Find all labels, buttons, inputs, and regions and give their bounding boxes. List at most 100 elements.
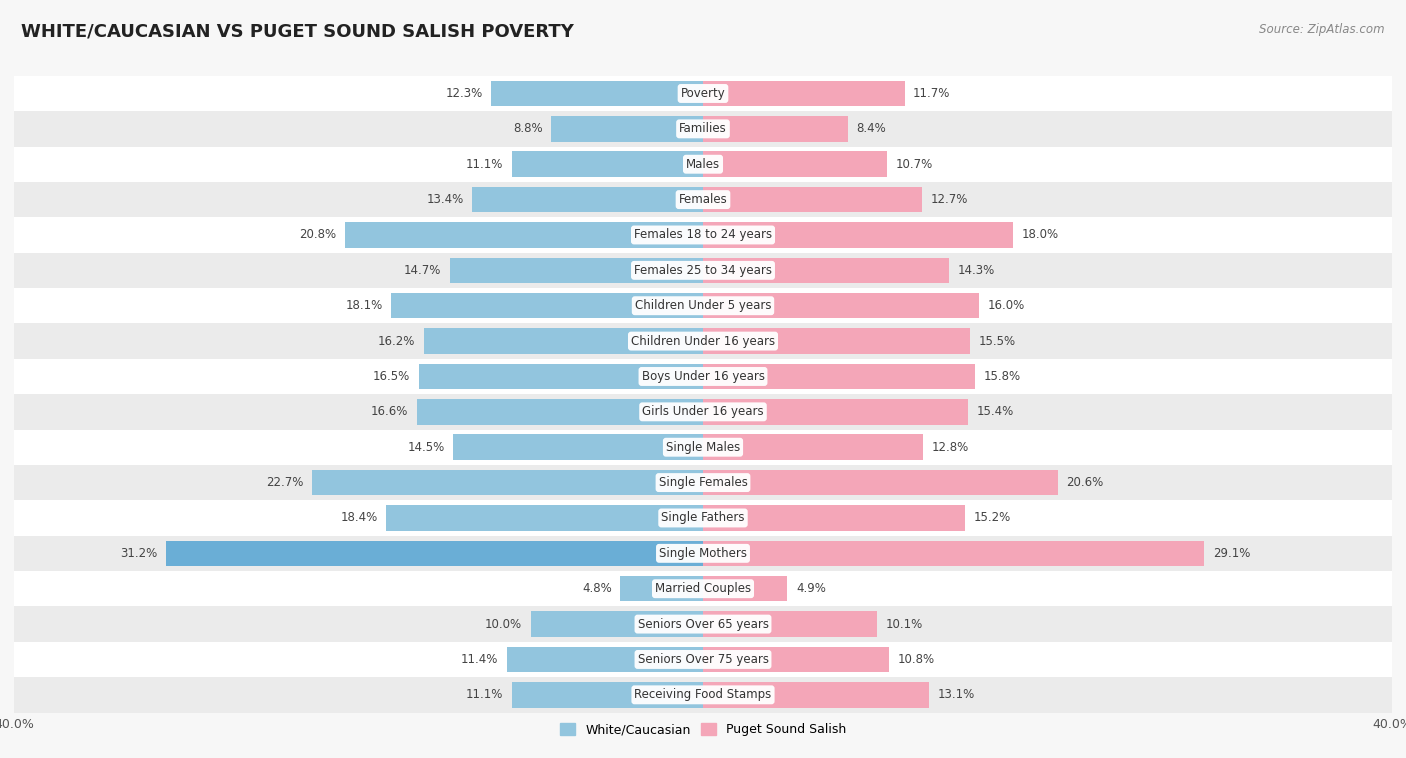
Text: 13.4%: 13.4% — [426, 193, 464, 206]
Bar — [703, 293, 979, 318]
Text: 12.8%: 12.8% — [932, 440, 969, 454]
Bar — [166, 540, 703, 566]
Text: 22.7%: 22.7% — [266, 476, 304, 489]
Text: Females: Females — [679, 193, 727, 206]
Text: 11.7%: 11.7% — [912, 87, 950, 100]
Text: 16.6%: 16.6% — [371, 406, 409, 418]
Text: 14.5%: 14.5% — [408, 440, 444, 454]
Text: 12.3%: 12.3% — [446, 87, 482, 100]
Text: 18.1%: 18.1% — [346, 299, 382, 312]
Bar — [419, 364, 703, 389]
Bar — [491, 81, 703, 106]
Text: 16.0%: 16.0% — [987, 299, 1025, 312]
Bar — [14, 465, 1392, 500]
Text: 4.8%: 4.8% — [582, 582, 612, 595]
Bar — [703, 364, 976, 389]
Text: Source: ZipAtlas.com: Source: ZipAtlas.com — [1260, 23, 1385, 36]
Text: Receiving Food Stamps: Receiving Food Stamps — [634, 688, 772, 701]
Text: Females 18 to 24 years: Females 18 to 24 years — [634, 228, 772, 242]
Bar — [703, 258, 949, 283]
Text: 15.2%: 15.2% — [973, 512, 1011, 525]
Text: 11.1%: 11.1% — [465, 158, 503, 171]
Bar — [703, 612, 877, 637]
Bar — [506, 647, 703, 672]
Bar — [551, 116, 703, 142]
Bar — [450, 258, 703, 283]
Bar — [14, 76, 1392, 111]
Text: Single Mothers: Single Mothers — [659, 547, 747, 560]
Bar — [512, 682, 703, 707]
Bar — [14, 146, 1392, 182]
Text: Poverty: Poverty — [681, 87, 725, 100]
Bar — [703, 506, 965, 531]
Bar — [14, 500, 1392, 536]
Bar — [512, 152, 703, 177]
Bar — [531, 612, 703, 637]
Bar — [14, 536, 1392, 571]
Bar — [14, 252, 1392, 288]
Text: Seniors Over 65 years: Seniors Over 65 years — [637, 618, 769, 631]
Text: 14.3%: 14.3% — [957, 264, 995, 277]
Text: 18.4%: 18.4% — [340, 512, 377, 525]
Text: 8.8%: 8.8% — [513, 122, 543, 136]
Text: 15.8%: 15.8% — [984, 370, 1021, 383]
Bar — [14, 430, 1392, 465]
Text: Married Couples: Married Couples — [655, 582, 751, 595]
Text: Single Males: Single Males — [666, 440, 740, 454]
Bar — [703, 576, 787, 601]
Text: 10.1%: 10.1% — [886, 618, 922, 631]
Text: 13.1%: 13.1% — [938, 688, 974, 701]
Bar — [703, 152, 887, 177]
Text: 12.7%: 12.7% — [931, 193, 967, 206]
Text: 10.8%: 10.8% — [897, 653, 935, 666]
Bar — [703, 647, 889, 672]
Text: 31.2%: 31.2% — [120, 547, 157, 560]
Bar — [703, 187, 922, 212]
Bar — [312, 470, 703, 495]
Bar — [14, 571, 1392, 606]
Text: Single Females: Single Females — [658, 476, 748, 489]
Bar — [14, 642, 1392, 677]
Bar — [703, 399, 969, 424]
Bar — [703, 540, 1204, 566]
Bar — [14, 394, 1392, 430]
Text: Children Under 5 years: Children Under 5 years — [634, 299, 772, 312]
Text: Seniors Over 75 years: Seniors Over 75 years — [637, 653, 769, 666]
Text: 16.2%: 16.2% — [378, 334, 415, 348]
Text: 4.9%: 4.9% — [796, 582, 825, 595]
Bar — [703, 328, 970, 354]
Bar — [14, 182, 1392, 218]
Bar — [391, 293, 703, 318]
Text: 20.8%: 20.8% — [299, 228, 336, 242]
Text: 10.7%: 10.7% — [896, 158, 934, 171]
Bar — [14, 218, 1392, 252]
Text: Children Under 16 years: Children Under 16 years — [631, 334, 775, 348]
Text: 11.4%: 11.4% — [461, 653, 498, 666]
Text: WHITE/CAUCASIAN VS PUGET SOUND SALISH POVERTY: WHITE/CAUCASIAN VS PUGET SOUND SALISH PO… — [21, 23, 574, 41]
Bar — [703, 434, 924, 460]
Text: 20.6%: 20.6% — [1066, 476, 1104, 489]
Bar — [453, 434, 703, 460]
Text: Single Fathers: Single Fathers — [661, 512, 745, 525]
Bar — [703, 470, 1057, 495]
Bar — [703, 116, 848, 142]
Text: 14.7%: 14.7% — [404, 264, 441, 277]
Bar — [14, 677, 1392, 713]
Text: 10.0%: 10.0% — [485, 618, 522, 631]
Text: 11.1%: 11.1% — [465, 688, 503, 701]
Text: Boys Under 16 years: Boys Under 16 years — [641, 370, 765, 383]
Bar — [14, 111, 1392, 146]
Text: 16.5%: 16.5% — [373, 370, 411, 383]
Bar — [14, 359, 1392, 394]
Bar — [425, 328, 703, 354]
Text: 15.5%: 15.5% — [979, 334, 1015, 348]
Text: Families: Families — [679, 122, 727, 136]
Bar — [703, 81, 904, 106]
Bar — [14, 606, 1392, 642]
Text: 8.4%: 8.4% — [856, 122, 886, 136]
Bar — [620, 576, 703, 601]
Bar — [387, 506, 703, 531]
Bar — [14, 324, 1392, 359]
Text: 15.4%: 15.4% — [977, 406, 1014, 418]
Bar — [472, 187, 703, 212]
